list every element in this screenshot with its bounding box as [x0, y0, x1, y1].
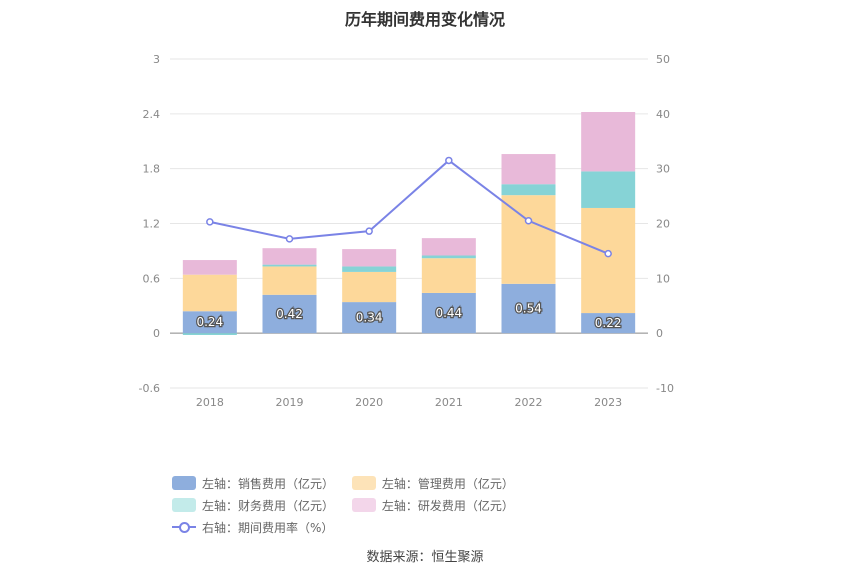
- data-label: 0.34: [356, 311, 383, 325]
- data-label-bg: [433, 305, 464, 321]
- data-label: 0.54: [515, 301, 542, 315]
- bar-segment: [581, 112, 636, 172]
- rate-point: [524, 217, 533, 225]
- data-label: 0.22: [595, 316, 622, 330]
- y-right-tick-label: 50: [656, 53, 670, 66]
- legend-item-rnd[interactable]: 左轴：研发费用（亿元）: [351, 494, 514, 516]
- legend-label-admin: 左轴：管理费用（亿元）: [381, 476, 514, 491]
- legend-label-sales: 左轴：销售费用（亿元）: [202, 476, 335, 491]
- x-tick-label: 2022: [515, 396, 543, 409]
- legend-item-rate[interactable]: 右轴：期间费用率（%）: [172, 516, 333, 538]
- data-label-bg: [354, 309, 385, 325]
- rate-point: [604, 249, 612, 258]
- legend-item-sales[interactable]: 左轴：销售费用（亿元）: [172, 472, 334, 494]
- data-label: 0.42: [276, 307, 303, 321]
- y-right-tick-label: 20: [656, 218, 670, 231]
- bar-segment: [501, 195, 556, 284]
- bar-segment: [342, 266, 397, 272]
- bar-segment: [262, 248, 317, 265]
- legend-item-admin[interactable]: 左轴：管理费用（亿元）: [351, 472, 514, 494]
- data-label: 0.44: [435, 306, 462, 320]
- bar-segment: [421, 238, 476, 256]
- bar-segment: [262, 266, 317, 295]
- data-label-bg: [513, 300, 544, 316]
- legend-item-finance[interactable]: 左轴：财务费用（亿元）: [172, 494, 334, 516]
- y-left-tick-label: -0.6: [139, 382, 160, 395]
- data-source: 数据来源：恒生聚源: [366, 550, 484, 565]
- chart-legend: 左轴：销售费用（亿元） 左轴：管理费用（亿元） 左轴：财务费用（亿元） 左轴：研…: [172, 472, 692, 538]
- data-label-bg: [274, 305, 305, 321]
- bar-segment: [581, 171, 636, 208]
- x-tick-label: 2018: [196, 396, 224, 409]
- data-label: 0.24: [196, 315, 223, 329]
- rate-point: [285, 235, 294, 243]
- legend-label-rate: 右轴：期间费用率（%）: [202, 520, 334, 535]
- rate-line: [209, 159, 609, 255]
- y-left-tick-label: 1.8: [143, 163, 161, 176]
- x-tick-label: 2021: [435, 396, 463, 409]
- bar-segment: [581, 207, 636, 314]
- x-tick-label: 2020: [355, 396, 383, 409]
- data-label-bg: [593, 315, 624, 331]
- y-left-tick-label: 0.6: [143, 272, 161, 285]
- bar-segment: [342, 271, 397, 303]
- y-right-tick-label: 10: [656, 272, 670, 285]
- chart-title: 历年期间费用变化情况: [344, 10, 505, 29]
- data-label-bg: [194, 314, 225, 330]
- x-tick-label: 2023: [594, 396, 622, 409]
- legend-label-finance: 左轴：财务费用（亿元）: [202, 498, 335, 513]
- y-left-tick-label: 1.2: [143, 218, 161, 231]
- y-left-tick-label: 3: [153, 53, 160, 66]
- y-left-tick-label: 0: [153, 327, 160, 340]
- bar-segment: [501, 184, 556, 196]
- legend-label-rnd: 左轴：研发费用（亿元）: [381, 498, 514, 513]
- legend-swatch-sales: [172, 476, 196, 490]
- bar-segment: [421, 255, 476, 259]
- legend-swatch-admin: [351, 476, 376, 490]
- y-right-tick-label: -10: [656, 382, 674, 395]
- y-right-tick-label: 30: [656, 163, 670, 176]
- rate-point: [206, 218, 214, 226]
- bar-segment: [182, 260, 237, 275]
- bar-segment: [501, 154, 556, 185]
- bar-segment: [182, 274, 237, 312]
- bar-segment: [182, 333, 237, 335]
- y-right-tick-label: 40: [656, 108, 670, 121]
- legend-line-rate-icon: [172, 520, 196, 534]
- y-left-tick-label: 2.4: [143, 108, 161, 121]
- bar-segment: [342, 249, 397, 267]
- rate-point: [365, 227, 373, 235]
- bar-segment: [262, 264, 317, 267]
- x-tick-label: 2019: [276, 396, 304, 409]
- bar-segment: [421, 258, 476, 293]
- legend-swatch-finance: [172, 498, 196, 512]
- legend-swatch-rnd: [351, 498, 376, 512]
- y-right-tick-label: 0: [656, 327, 663, 340]
- rate-point: [445, 156, 453, 165]
